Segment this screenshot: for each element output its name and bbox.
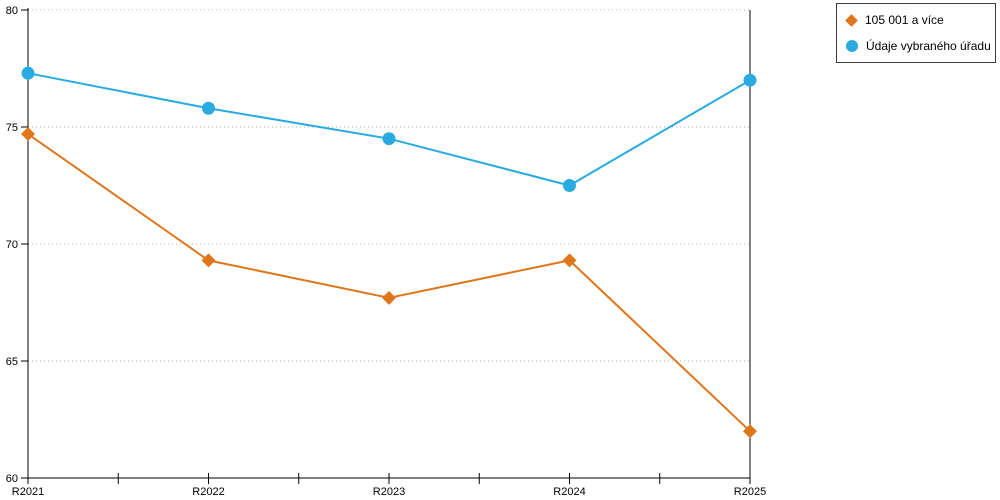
svg-text:R2021: R2021: [12, 486, 44, 498]
data-point: [201, 253, 216, 268]
data-point: [562, 253, 577, 268]
legend-item: Údaje vybraného úřadu: [845, 39, 995, 53]
x-axis-labels: R2021 R2022 R2023 R2024 R2025: [12, 486, 766, 498]
svg-text:R2025: R2025: [734, 486, 766, 498]
axes: [27, 8, 751, 484]
data-point: [21, 66, 35, 80]
svg-text:60: 60: [6, 473, 18, 485]
x-axis-ticks: [27, 473, 751, 484]
svg-text:70: 70: [6, 239, 18, 251]
svg-text:R2024: R2024: [553, 486, 585, 498]
circle-marker-icon: [846, 40, 858, 52]
svg-text:75: 75: [6, 122, 18, 134]
svg-text:R2023: R2023: [373, 486, 405, 498]
series-circle: [21, 66, 757, 192]
legend-item: 105 001 a více: [845, 13, 995, 27]
data-point: [382, 290, 396, 305]
data-point: [743, 424, 757, 439]
svg-text:65: 65: [6, 356, 18, 368]
legend-item-label: 105 001 a více: [865, 13, 944, 27]
data-point: [21, 127, 35, 142]
y-axis-labels: 60 65 70 75 80: [6, 5, 18, 485]
data-point: [382, 132, 396, 146]
svg-text:R2022: R2022: [192, 486, 224, 498]
data-point: [743, 73, 757, 87]
svg-text:80: 80: [6, 5, 18, 17]
legend: 105 001 a více Údaje vybraného úřadu: [836, 3, 996, 63]
legend-item-label: Údaje vybraného úřadu: [866, 39, 991, 53]
y-axis-ticks: [21, 9, 28, 479]
gridlines: [28, 9, 750, 362]
data-point: [563, 179, 576, 192]
data-point: [202, 101, 215, 115]
series-diamond: [21, 127, 757, 439]
diamond-marker-icon: [845, 13, 858, 27]
